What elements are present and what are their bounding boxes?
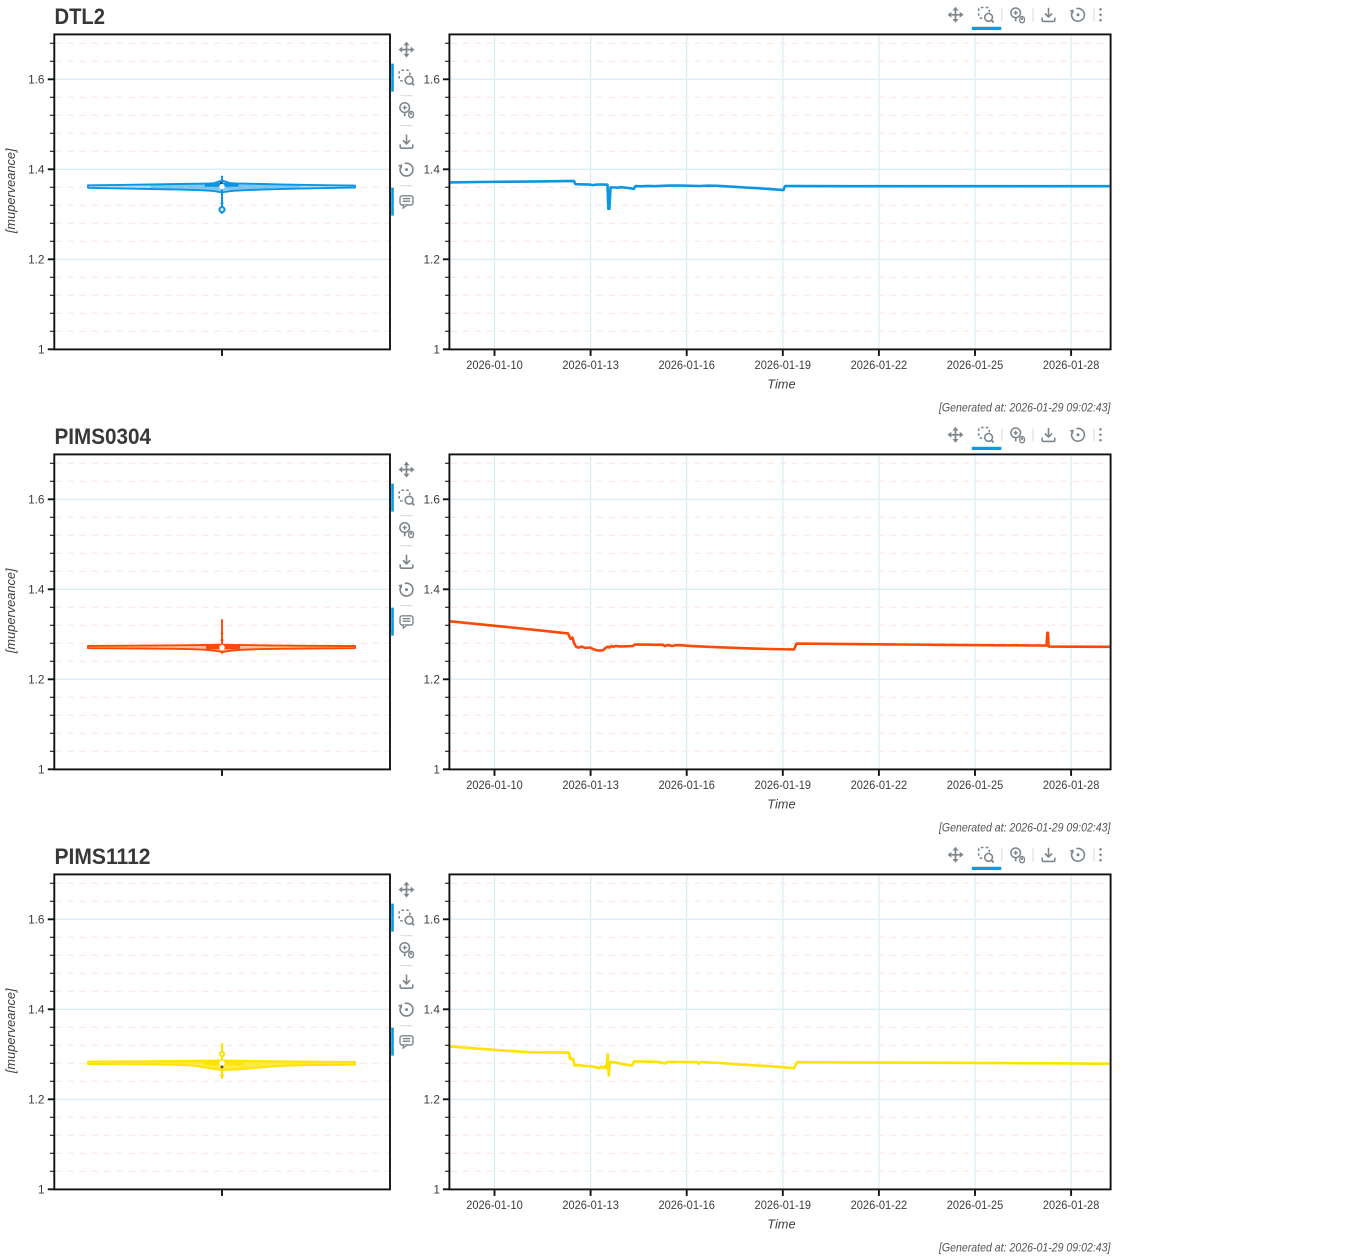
svg-text:DTL2: DTL2 <box>55 4 106 29</box>
svg-text:PIMS0304: PIMS0304 <box>55 424 152 449</box>
svg-text:PIMS1112: PIMS1112 <box>55 844 151 869</box>
